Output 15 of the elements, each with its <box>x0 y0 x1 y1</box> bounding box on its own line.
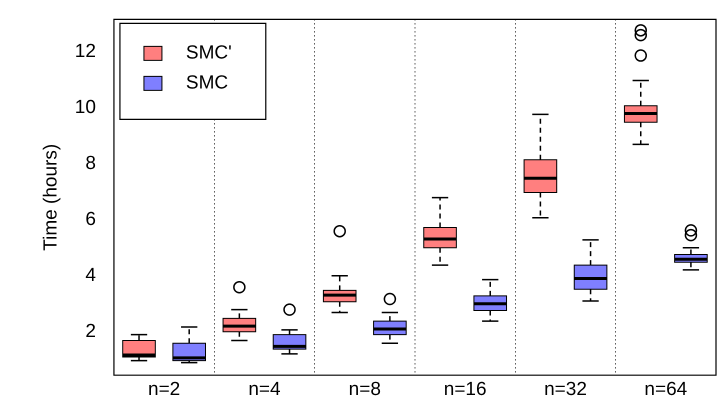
y-tick-label: 6 <box>85 208 96 230</box>
x-tick-label: n=16 <box>444 378 487 400</box>
legend-label: SMC' <box>186 42 232 64</box>
y-tick-label: 12 <box>74 40 96 62</box>
x-tick-label: n=64 <box>644 378 688 400</box>
x-tick-label: n=32 <box>544 378 587 400</box>
y-tick-label: 10 <box>74 96 96 118</box>
x-tick-label: n=4 <box>248 378 281 400</box>
legend-label: SMC <box>186 72 228 94</box>
y-tick-label: 2 <box>85 321 96 342</box>
x-tick-label: n=8 <box>348 378 381 400</box>
y-axis-title: Time (hours) <box>40 144 62 251</box>
y-tick-label: 4 <box>85 264 96 286</box>
y-tick-label: 8 <box>85 152 96 174</box>
x-tick-label: n=2 <box>148 378 180 400</box>
